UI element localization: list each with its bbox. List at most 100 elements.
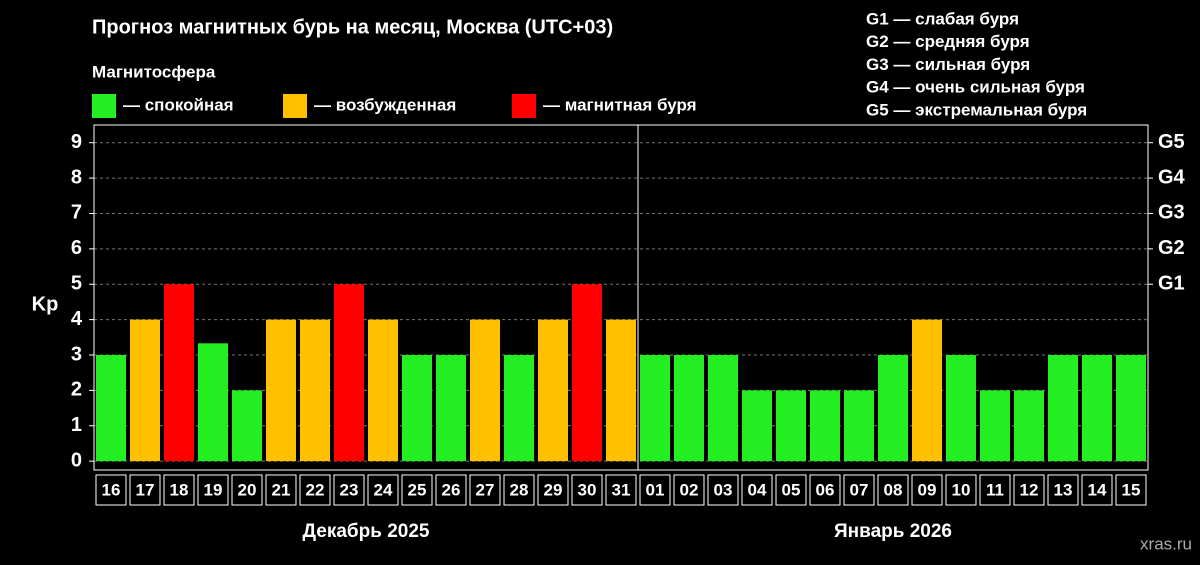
bar <box>1116 355 1146 462</box>
x-tick-label: 01 <box>646 480 665 499</box>
x-tick-label: 19 <box>204 480 223 499</box>
x-tick-box <box>673 474 705 506</box>
x-tick-label: 13 <box>1054 480 1073 499</box>
bar <box>946 355 976 462</box>
bar <box>606 319 636 462</box>
bar <box>504 355 534 462</box>
x-tick-box <box>1013 474 1045 506</box>
annotation: G2 — средняя буря <box>866 32 1030 51</box>
x-tick-box <box>707 474 739 506</box>
y2-tick-label: G4 <box>1158 166 1186 188</box>
x-tick-label: 04 <box>748 480 767 499</box>
bar <box>436 355 466 462</box>
x-tick-label: 20 <box>238 480 257 499</box>
bar <box>776 390 806 462</box>
x-tick-label: 14 <box>1088 480 1107 499</box>
x-tick-label: 10 <box>952 480 971 499</box>
group-label: Декабрь 2025 <box>303 521 430 542</box>
bar <box>300 319 330 462</box>
x-tick-label: 22 <box>306 480 325 499</box>
x-tick-box <box>877 474 909 506</box>
bar <box>538 319 568 462</box>
y2-tick-label: G3 <box>1158 202 1185 224</box>
x-tick-box <box>367 474 399 506</box>
x-tick-box <box>469 474 501 506</box>
legend-swatch <box>283 94 307 118</box>
bar <box>198 343 228 462</box>
x-tick-box <box>435 474 467 506</box>
x-tick-label: 29 <box>544 480 563 499</box>
bar <box>164 284 194 462</box>
x-tick-box <box>163 474 195 506</box>
bar <box>130 319 160 462</box>
bar <box>674 355 704 462</box>
x-tick-box <box>911 474 943 506</box>
bar <box>878 355 908 462</box>
x-tick-label: 17 <box>136 480 155 499</box>
x-tick-label: 30 <box>578 480 597 499</box>
x-tick-box <box>1115 474 1147 506</box>
y-tick-label: 4 <box>71 308 83 330</box>
x-tick-label: 11 <box>986 480 1004 499</box>
annotation: G4 — очень сильная буря <box>866 78 1085 97</box>
x-tick-box <box>299 474 331 506</box>
bar <box>402 355 432 462</box>
x-tick-box <box>129 474 161 506</box>
bar <box>232 390 262 462</box>
x-tick-label: 03 <box>714 480 733 499</box>
x-tick-label: 23 <box>340 480 359 499</box>
x-tick-box <box>401 474 433 506</box>
x-tick-box <box>605 474 637 506</box>
legend-swatch <box>512 94 536 118</box>
legend-swatch <box>92 94 116 118</box>
bar <box>470 319 500 462</box>
bar <box>742 390 772 462</box>
x-tick-box <box>843 474 875 506</box>
x-tick-label: 18 <box>170 480 189 499</box>
bar <box>640 355 670 462</box>
y-axis-label: Kp <box>32 293 59 315</box>
bar <box>1014 390 1044 462</box>
x-tick-box <box>265 474 297 506</box>
annotation: G5 — экстремальная буря <box>866 100 1087 119</box>
x-tick-box <box>197 474 229 506</box>
plot-frame <box>93 124 1149 471</box>
x-tick-label: 26 <box>442 480 461 499</box>
bar <box>980 390 1010 462</box>
bar <box>1048 355 1078 462</box>
y-tick-label: 7 <box>71 202 82 224</box>
x-tick-box <box>741 474 773 506</box>
x-tick-box <box>979 474 1011 506</box>
y-tick-label: 6 <box>71 237 82 259</box>
x-tick-box <box>1047 474 1079 506</box>
x-tick-box <box>537 474 569 506</box>
x-tick-label: 07 <box>850 480 869 499</box>
bar <box>572 284 602 462</box>
x-tick-label: 09 <box>918 480 937 499</box>
bar <box>266 319 296 462</box>
x-tick-label: 27 <box>476 480 495 499</box>
x-tick-label: 06 <box>816 480 835 499</box>
bar <box>708 355 738 462</box>
x-tick-label: 12 <box>1020 480 1039 499</box>
watermark: xras.ru <box>1140 534 1192 553</box>
y-tick-label: 5 <box>71 273 82 295</box>
legend-label: — возбужденная <box>314 95 456 114</box>
x-tick-box <box>95 474 127 506</box>
x-tick-label: 25 <box>408 480 427 499</box>
x-tick-label: 24 <box>374 480 393 499</box>
y-tick-label: 1 <box>71 414 82 436</box>
y-tick-label: 2 <box>71 379 82 401</box>
y-tick-label: 9 <box>71 131 82 153</box>
x-tick-box <box>639 474 671 506</box>
x-tick-label: 16 <box>102 480 121 499</box>
bar <box>844 390 874 462</box>
bar <box>334 284 364 462</box>
annotation: G3 — сильная буря <box>866 55 1030 74</box>
legend-title: Магнитосфера <box>92 62 216 81</box>
legend-label: — магнитная буря <box>543 95 697 114</box>
x-tick-label: 31 <box>612 480 631 499</box>
x-tick-box <box>945 474 977 506</box>
